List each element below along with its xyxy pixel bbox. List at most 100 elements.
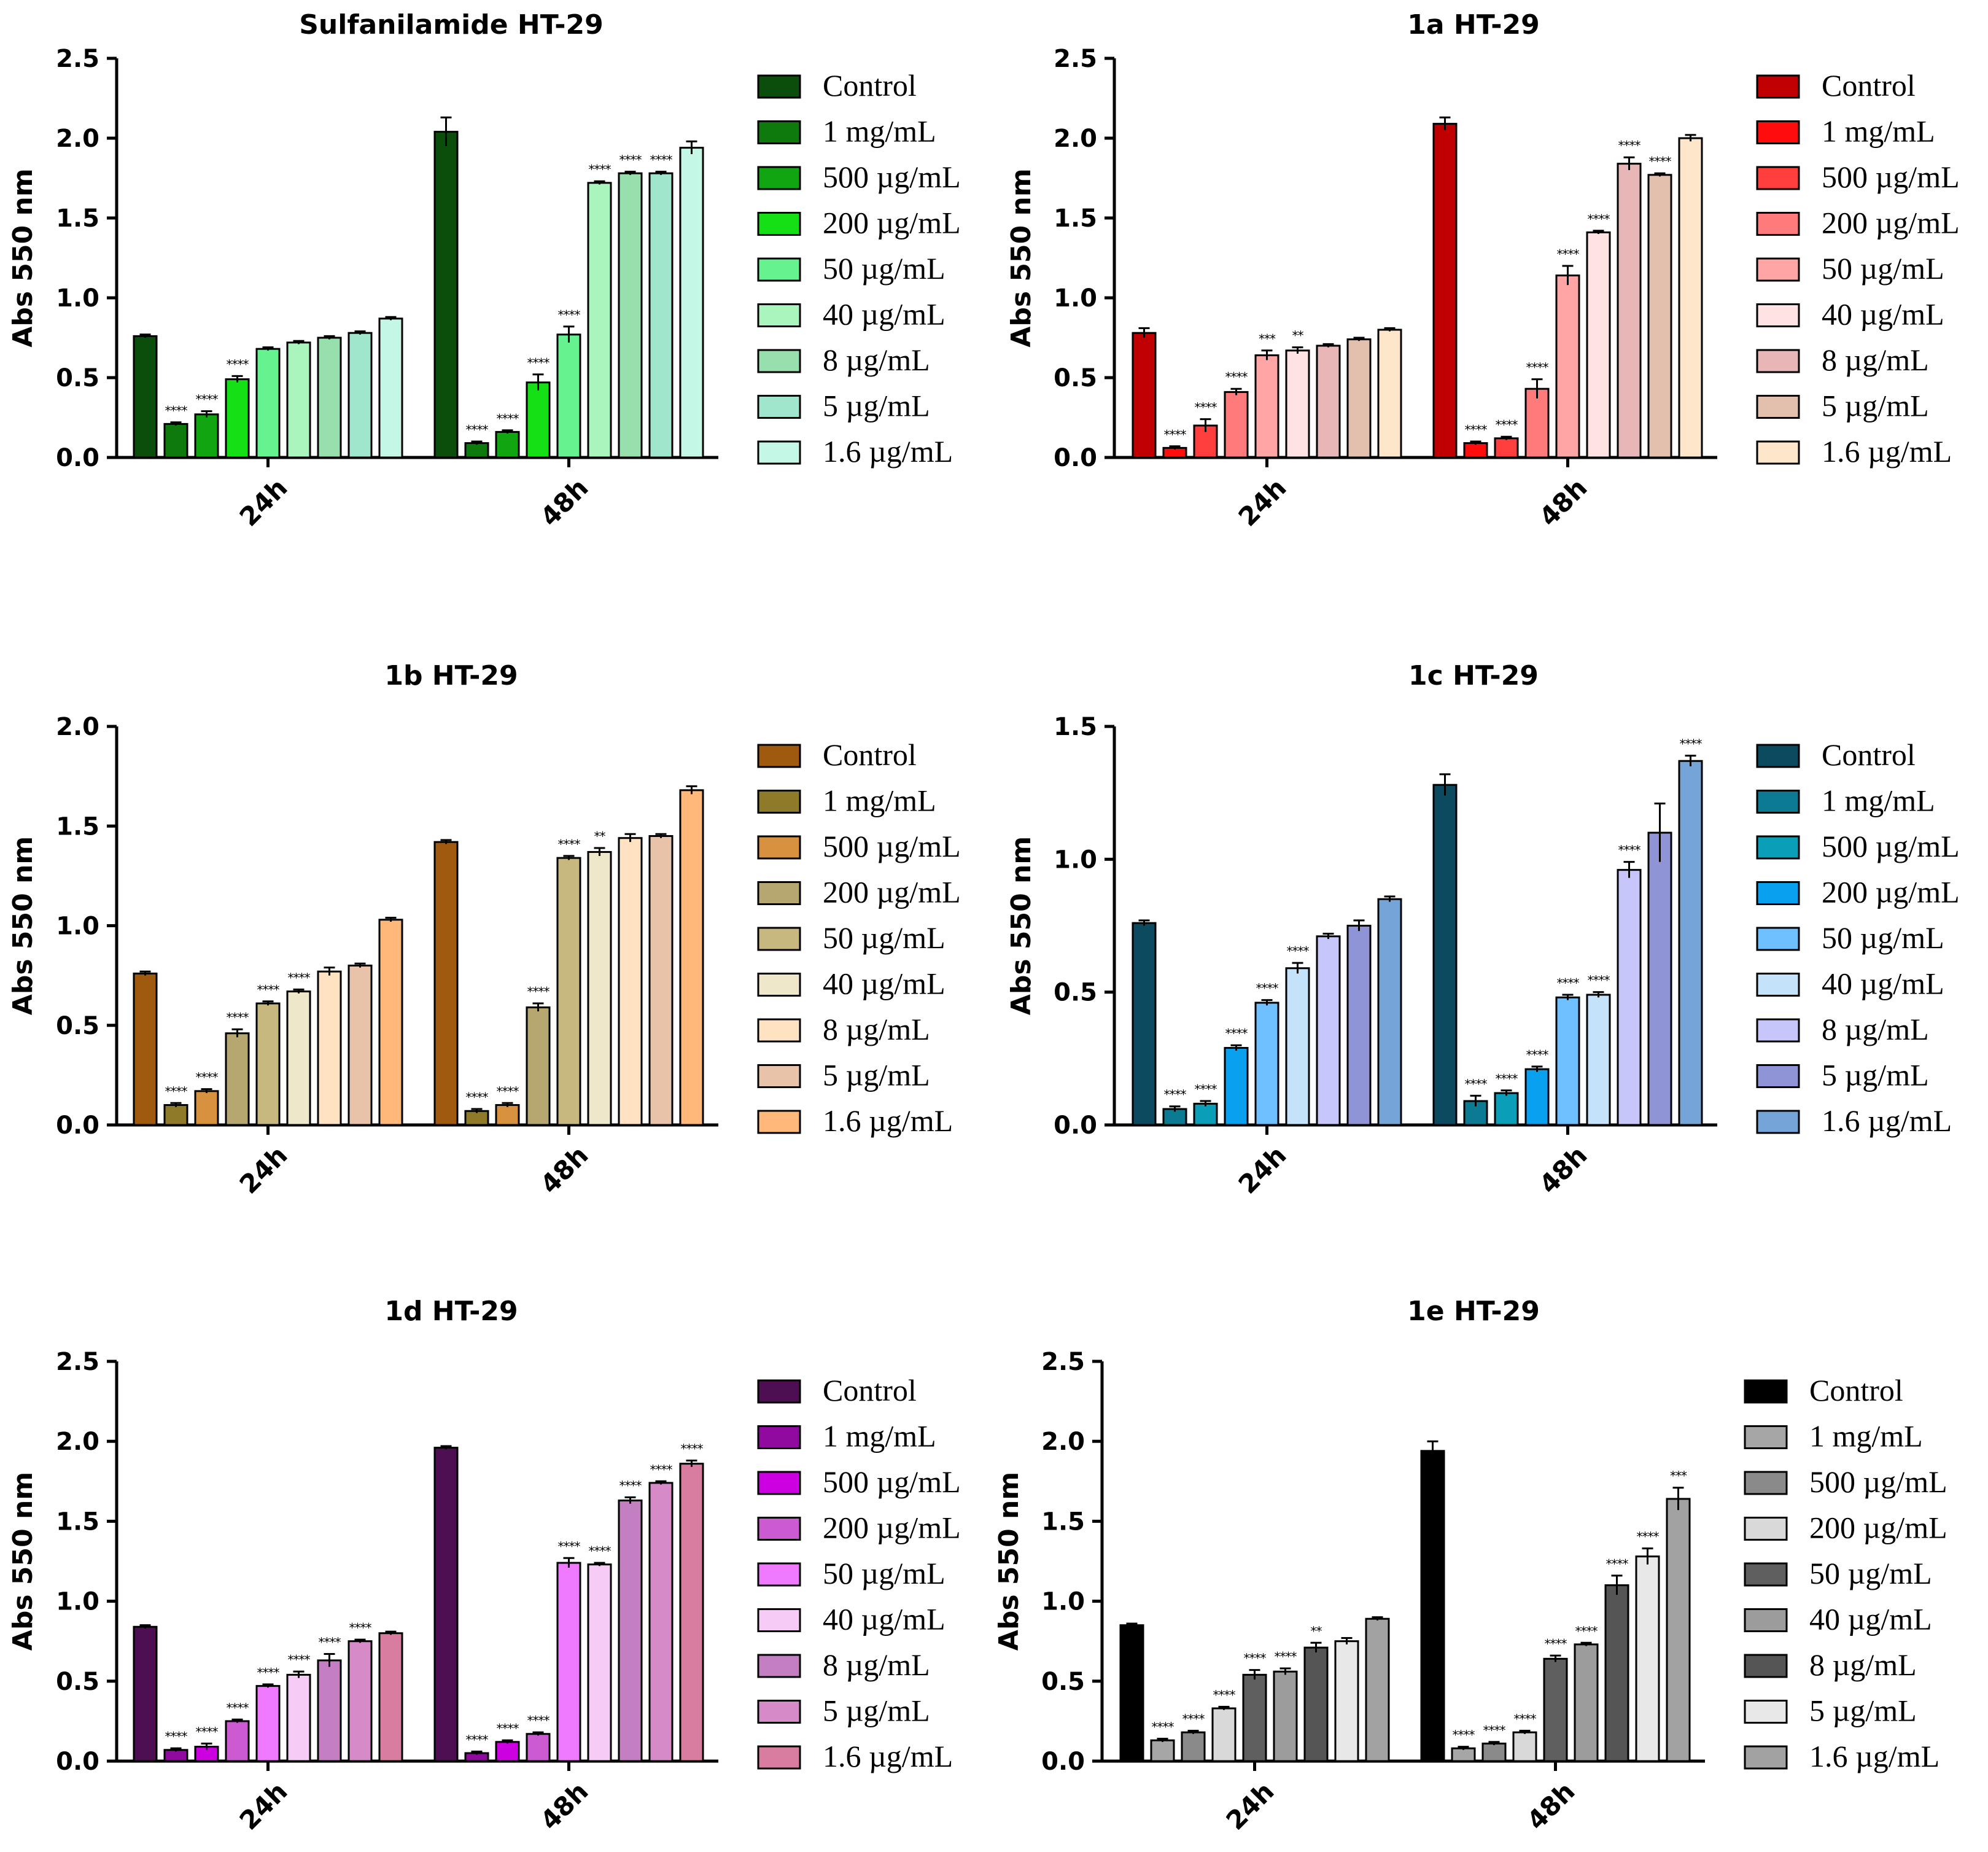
significance-label: **** <box>1225 370 1248 384</box>
bar-40 µg/mL <box>587 850 612 1126</box>
bar-50 µg/mL <box>255 1002 281 1126</box>
bar-1.6 µg/mL <box>1377 329 1402 459</box>
legend-label: 5 µg/mL <box>1822 389 1929 423</box>
bar-200 µg/mL <box>1224 1047 1249 1126</box>
y-tick-label: 2.0 <box>56 125 99 153</box>
legend-swatch <box>1756 1064 1800 1088</box>
legend-swatch <box>1744 1654 1788 1678</box>
bar-1 mg/mL <box>1463 442 1488 459</box>
significance-label: **** <box>558 308 581 322</box>
y-tick-label: 0.0 <box>1054 1111 1097 1140</box>
legend-swatch <box>757 212 801 236</box>
bar-1.6 µg/mL <box>1678 137 1703 459</box>
legend-swatch <box>1756 74 1800 99</box>
legend-label: 1.6 µg/mL <box>1822 1103 1952 1138</box>
legend-label: 200 µg/mL <box>1809 1511 1947 1545</box>
significance-label: **** <box>1588 973 1610 988</box>
legend-label: 1 mg/mL <box>823 1419 936 1453</box>
bar-1.6 µg/mL <box>378 1632 403 1762</box>
bar-40 µg/mL <box>1574 1643 1599 1762</box>
bar-500 µg/mL <box>1181 1731 1206 1762</box>
legend-label: 200 µg/mL <box>823 206 961 240</box>
y-axis-label: Abs 550 nm <box>1006 168 1037 347</box>
legend-swatch <box>757 790 801 814</box>
bar-40 µg/mL <box>286 990 311 1126</box>
significance-label: **** <box>1575 1624 1598 1638</box>
bar-Control <box>1432 123 1458 459</box>
legend-swatch <box>757 1562 801 1587</box>
legend-label: Control <box>823 1373 917 1407</box>
bar-1 mg/mL <box>1451 1747 1476 1762</box>
significance-label: **** <box>1526 360 1549 375</box>
y-tick-label: 2.0 <box>56 1428 99 1456</box>
bar-5 µg/mL <box>348 332 373 459</box>
y-tick-label: 1.0 <box>56 912 99 941</box>
chart-title: Sulfanilamide HT-29 <box>299 9 604 41</box>
legend-swatch <box>757 1018 801 1043</box>
bar-500 µg/mL <box>495 1104 520 1126</box>
legend-swatch <box>757 1110 801 1134</box>
y-tick-label: 0.0 <box>1054 444 1097 472</box>
bar-Control <box>433 841 459 1126</box>
significance-label: **** <box>196 1724 219 1739</box>
significance-label: **** <box>1225 1026 1248 1041</box>
significance-label: **** <box>1182 1712 1205 1727</box>
bar-1 mg/mL <box>163 1749 188 1762</box>
significance-label: *** <box>1670 1469 1687 1484</box>
bar-Control <box>133 335 158 459</box>
bar-40 µg/mL <box>1586 994 1611 1126</box>
bar-40 µg/mL <box>587 1563 612 1762</box>
legend-label: 5 µg/mL <box>823 389 930 423</box>
y-tick-label: 1.5 <box>56 812 99 841</box>
significance-label: **** <box>1680 737 1703 752</box>
significance-label: **** <box>1649 154 1672 169</box>
legend-swatch <box>757 973 801 997</box>
significance-label: **** <box>527 1713 550 1728</box>
y-tick-label: 2.0 <box>1054 125 1097 153</box>
legend-label: Control <box>1822 68 1916 103</box>
legend-swatch <box>1744 1471 1788 1495</box>
significance-label: **** <box>589 1544 612 1558</box>
x-tick-label-24h: 24h <box>1233 472 1292 532</box>
significance-label: ** <box>1292 329 1304 343</box>
legend-label: 500 µg/mL <box>823 160 961 194</box>
bar-5 µg/mL <box>1635 1555 1660 1762</box>
bar-1 mg/mL <box>163 1104 188 1126</box>
y-axis-label: Abs 550 nm <box>7 168 39 347</box>
bar-50 µg/mL <box>255 1685 281 1762</box>
legend-swatch <box>757 120 801 144</box>
bar-5 µg/mL <box>1346 338 1372 459</box>
x-tick-label-48h: 48h <box>1534 472 1593 532</box>
legend-label: 1.6 µg/mL <box>1809 1739 1939 1773</box>
bar-8 µg/mL <box>1617 163 1642 459</box>
significance-label: **** <box>257 982 280 997</box>
y-tick-label: 1.0 <box>1054 284 1097 313</box>
significance-label: *** <box>1259 332 1276 346</box>
legend-swatch <box>1756 973 1800 997</box>
bar-Control <box>433 131 459 459</box>
bar-500 µg/mL <box>1481 1742 1507 1762</box>
x-tick-label-24h: 24h <box>1221 1776 1280 1835</box>
y-tick-label: 1.5 <box>56 204 99 233</box>
y-tick-label: 1.0 <box>1054 846 1097 874</box>
significance-label: **** <box>619 1478 642 1493</box>
y-tick-label: 2.5 <box>56 45 99 73</box>
bar-5 µg/mL <box>348 1640 373 1762</box>
bar-40 µg/mL <box>1285 349 1310 459</box>
significance-label: **** <box>466 1090 489 1105</box>
significance-label: **** <box>1256 981 1279 996</box>
bar-40 µg/mL <box>1285 967 1310 1126</box>
significance-label: **** <box>1557 976 1580 990</box>
y-tick-label: 0.5 <box>56 1012 99 1040</box>
chart-title: 1c HT-29 <box>1408 660 1539 691</box>
legend-swatch <box>757 1745 801 1770</box>
y-tick-label: 0.0 <box>56 1748 99 1776</box>
bar-8 µg/mL <box>317 970 342 1126</box>
legend-swatch <box>1756 166 1800 190</box>
bar-500 µg/mL <box>194 413 219 459</box>
y-tick-label: 0.0 <box>56 444 99 472</box>
legend-swatch <box>757 166 801 190</box>
legend-label: 1.6 µg/mL <box>1822 434 1952 469</box>
y-tick-label: 0.5 <box>56 364 99 392</box>
